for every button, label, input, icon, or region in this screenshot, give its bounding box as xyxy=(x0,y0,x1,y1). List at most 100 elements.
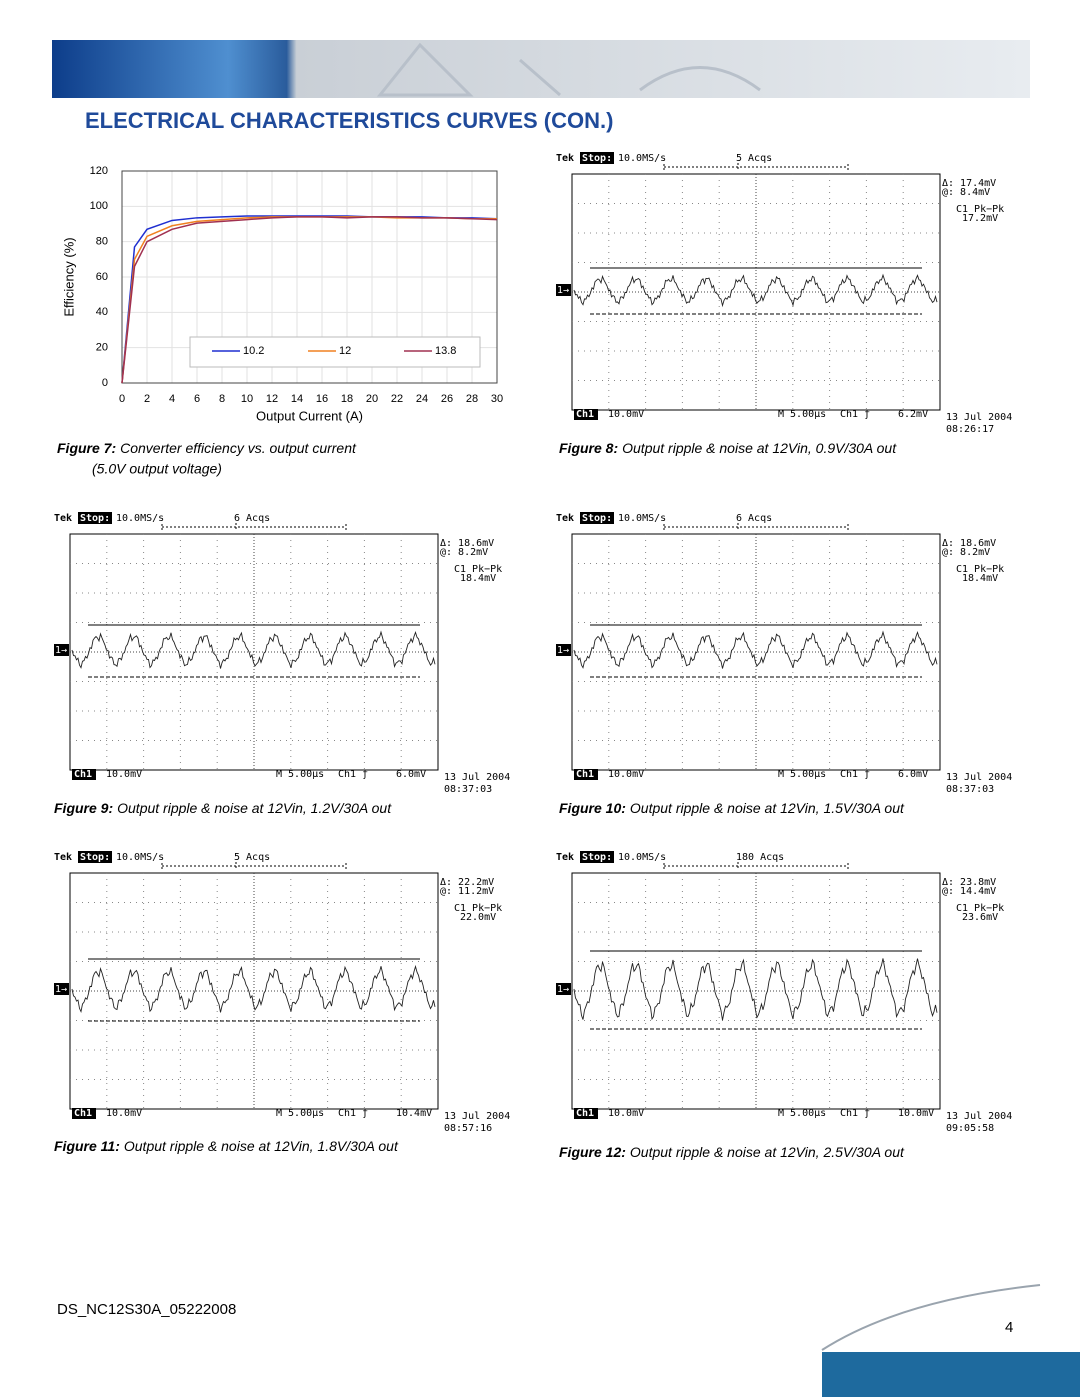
waveform xyxy=(71,630,436,669)
volts-per-div: 10.0mV xyxy=(608,769,644,780)
stop-badge xyxy=(78,851,112,863)
header-banner xyxy=(52,40,1030,98)
record-bar xyxy=(663,523,849,530)
cursor-position: @: 14.4mV xyxy=(942,886,996,897)
measurement-name: C1 Pk−Pk xyxy=(956,564,1004,575)
record-bar xyxy=(161,523,347,530)
figure-caption: Figure 9: Output ripple & noise at 12Vin,… xyxy=(54,800,392,816)
cursor-position: @: 8.2mV xyxy=(440,547,488,558)
x-tick-label: 8 xyxy=(219,393,225,405)
acquisitions: 5 Acqs xyxy=(234,852,270,863)
figure-caption: Figure 10: Output ripple & noise at 12Vin… xyxy=(559,800,905,816)
trigger-source: Ch1 ƒ xyxy=(840,769,870,780)
caption-text: Output ripple & noise at 12Vin, 1.2V/30A… xyxy=(117,800,392,816)
figure-caption: Figure 8: Output ripple & noise at 12Vin,… xyxy=(559,440,897,456)
y-tick-label: 80 xyxy=(96,236,108,248)
scope-screen: Tek Stop: 10.0MS/s 6 Acqs 1→ Δ: 18.6mV@: 8.2m… xyxy=(54,512,510,795)
x-tick-label: 26 xyxy=(441,393,453,405)
trigger-level: 6.2mV xyxy=(898,409,928,420)
timebase: M 5.00µs xyxy=(276,769,324,780)
timebase: M 5.00µs xyxy=(778,409,826,420)
channel-marker: 1→ xyxy=(557,645,569,656)
x-tick-label: 12 xyxy=(266,393,278,405)
channel-marker-bg xyxy=(556,284,571,296)
scope-screen: Tek Stop: 10.0MS/s 6 Acqs 1→ Δ: 18.6mV@: 8.2m… xyxy=(556,512,1012,795)
volts-per-div: 10.0mV xyxy=(608,409,644,420)
series-line xyxy=(121,216,498,384)
channel-marker-bg xyxy=(54,983,69,995)
timebase: M 5.00µs xyxy=(778,1108,826,1119)
x-tick-label: 20 xyxy=(366,393,378,405)
x-tick-label: 10 xyxy=(241,393,253,405)
legend-label: 13.8 xyxy=(435,345,456,357)
x-tick-label: 2 xyxy=(144,393,150,405)
channel-marker: 1→ xyxy=(55,645,67,656)
waveform xyxy=(573,630,938,669)
acquisitions: 6 Acqs xyxy=(234,513,270,524)
channel-marker: 1→ xyxy=(55,984,67,995)
channel-badge xyxy=(72,769,96,780)
record-bar xyxy=(663,862,849,869)
trigger-source: Ch1 ƒ xyxy=(840,1108,870,1119)
x-tick-label: 4 xyxy=(169,393,175,405)
figure-label: Figure 8: xyxy=(559,440,618,456)
measurement-name: C1 Pk−Pk xyxy=(454,903,502,914)
trigger-source: Ch1 ƒ xyxy=(840,409,870,420)
channel-marker-bg xyxy=(54,644,69,656)
scope-state: Stop: xyxy=(80,852,110,863)
y-tick-label: 0 xyxy=(102,377,108,389)
acquisitions: 180 Acqs xyxy=(736,852,784,863)
legend-box xyxy=(189,336,481,368)
x-tick-label: 6 xyxy=(194,393,200,405)
caption-text: (5.0V output voltage) xyxy=(92,461,222,477)
cursor-delta: Δ: 22.2mV xyxy=(440,877,494,888)
trigger-level: 10.0mV xyxy=(898,1108,934,1119)
figure-caption: Figure 7: Converter efficiency vs. output… xyxy=(57,440,357,456)
page-title: ELECTRICAL CHARACTERISTICS CURVES (CON.) xyxy=(85,108,613,133)
caption-text: Output ripple & noise at 12Vin, 2.5V/30A… xyxy=(630,1144,905,1160)
x-tick-label: 30 xyxy=(491,393,503,405)
measurement-name: C1 Pk−Pk xyxy=(956,903,1004,914)
trigger-level: 6.0mV xyxy=(396,769,426,780)
sample-rate: 10.0MS/s xyxy=(618,153,666,164)
plot-frame xyxy=(121,170,498,384)
caption-text: Output ripple & noise at 12Vin, 0.9V/30A… xyxy=(622,440,897,456)
channel-badge xyxy=(574,409,598,420)
x-tick-label: 24 xyxy=(416,393,428,405)
date: 13 Jul 2004 xyxy=(444,1111,510,1122)
waveform xyxy=(573,273,938,308)
scope-screen: Tek Stop: 10.0MS/s 5 Acqs 1→ Δ: 17.4mV@: 8.4m… xyxy=(556,152,1012,435)
cursor-delta: Δ: 18.6mV xyxy=(942,538,996,549)
cursor-delta: Δ: 17.4mV xyxy=(942,178,996,189)
channel: Ch1 xyxy=(576,769,594,780)
scope-brand: Tek xyxy=(556,153,574,164)
caption-text: Output ripple & noise at 12Vin, 1.8V/30A… xyxy=(124,1138,399,1154)
x-tick-label: 0 xyxy=(119,393,125,405)
stop-badge xyxy=(580,152,614,164)
acquisitions: 6 Acqs xyxy=(736,513,772,524)
date: 13 Jul 2004 xyxy=(946,412,1012,423)
measurement-value: 17.2mV xyxy=(962,213,998,224)
doc-id: DS_NC12S30A_05222008 xyxy=(57,1301,236,1318)
measurement-name: C1 Pk−Pk xyxy=(454,564,502,575)
scope-brand: Tek xyxy=(556,513,574,524)
caption-text: Converter efficiency vs. output current xyxy=(120,440,357,456)
channel: Ch1 xyxy=(74,1108,92,1119)
x-tick-label: 28 xyxy=(466,393,478,405)
timebase: M 5.00µs xyxy=(276,1108,324,1119)
y-tick-label: 40 xyxy=(96,306,108,318)
stop-badge xyxy=(580,512,614,524)
figure-label: Figure 7: xyxy=(57,440,116,456)
y-tick-label: 20 xyxy=(96,342,108,354)
volts-per-div: 10.0mV xyxy=(608,1108,644,1119)
channel-badge xyxy=(72,1108,96,1119)
sample-rate: 10.0MS/s xyxy=(116,852,164,863)
channel: Ch1 xyxy=(74,769,92,780)
x-tick-label: 22 xyxy=(391,393,403,405)
time: 08:37:03 xyxy=(946,784,994,795)
date: 13 Jul 2004 xyxy=(946,1111,1012,1122)
caption-text: Output ripple & noise at 12Vin, 1.5V/30A… xyxy=(630,800,905,816)
figure-label: Figure 12: xyxy=(559,1144,626,1160)
volts-per-div: 10.0mV xyxy=(106,769,142,780)
